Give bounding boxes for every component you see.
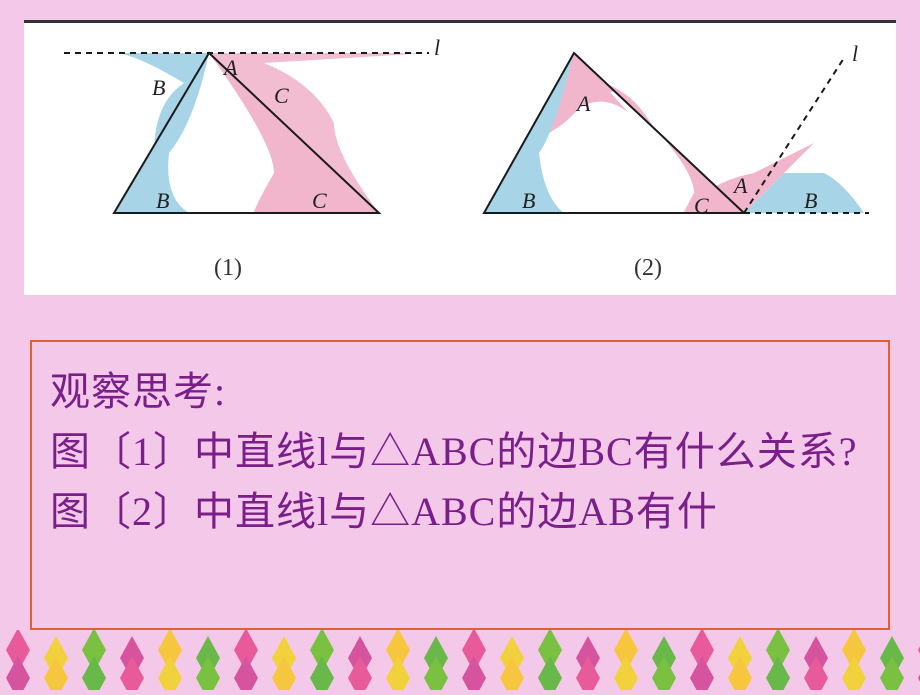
label-A: A (222, 55, 238, 80)
question-panel: 观察思考: 图〔1〕中直线l与△ABC的边BC有什么关系? 图〔2〕中直线l与△… (30, 340, 890, 630)
footer-pattern (0, 630, 920, 690)
figure-panel: A l B C B C (1) (24, 20, 896, 295)
label-B-inner: B (156, 188, 169, 213)
label-B-inner: B (522, 188, 535, 213)
label-C-outer: C (274, 83, 289, 108)
diagram-1: A l B C B C (34, 33, 454, 233)
label-B-outer: B (152, 75, 165, 100)
label-C: C (694, 193, 709, 218)
caption-1: (1) (214, 255, 242, 282)
question-2: 图〔2〕中直线l与△ABC的边AB有什 (50, 482, 870, 542)
label-A-inner: A (575, 91, 591, 116)
question-heading: 观察思考: (50, 362, 870, 422)
caption-2: (2) (634, 255, 662, 282)
diagram-2: A l B C A B (444, 33, 884, 233)
label-l: l (434, 35, 440, 60)
question-1: 图〔1〕中直线l与△ABC的边BC有什么关系? (50, 422, 870, 482)
label-B-outer: B (804, 188, 817, 213)
label-l: l (852, 41, 858, 66)
label-A-outer: A (732, 173, 748, 198)
label-C-inner: C (312, 188, 327, 213)
